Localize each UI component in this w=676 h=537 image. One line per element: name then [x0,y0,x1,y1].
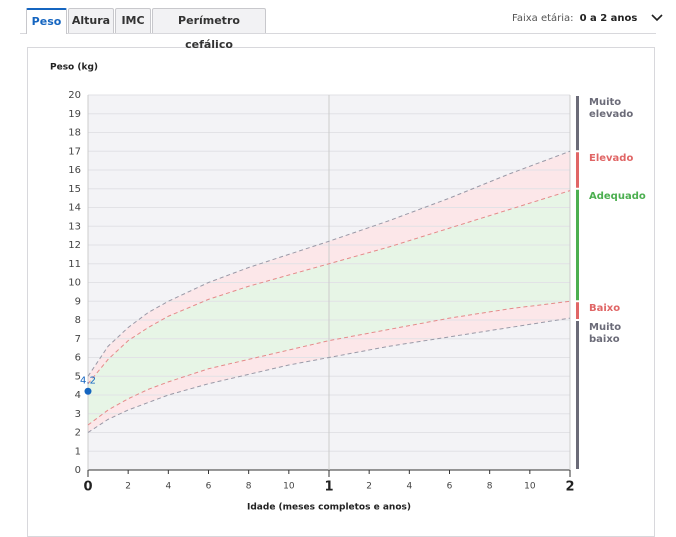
x-tick-label: 4 [406,482,412,492]
y-tick-label: 0 [75,465,81,476]
reference-curve [87,317,571,433]
y-tick-label: 4 [75,390,81,401]
y-tick-label: 17 [68,146,81,157]
y-tick-label: 7 [75,334,81,345]
reference-curve [87,150,571,377]
y-tick-label: 10 [68,278,81,289]
x-tick-label: 8 [246,482,252,492]
zone-bar [576,321,579,469]
x-tick-label: 4 [165,482,171,492]
zone-bar [576,96,579,151]
zone-bar [576,302,579,319]
reference-curve [87,300,571,426]
tab[interactable]: IMC [115,8,151,33]
tab[interactable]: Perímetro cefálico [152,8,266,51]
y-tick-label: 1 [75,446,81,457]
age-range-value: 0 a 2 anos [579,13,638,24]
x-tick-label: 10 [524,482,536,492]
band-fill [88,151,570,384]
y-tick-label: 9 [75,296,81,307]
zone-label: Baixo [589,303,621,315]
y-tick-label: 2 [75,428,81,439]
y-tick-label: 11 [68,259,81,270]
x-tick-label: 0 [83,480,92,495]
measurement-point [84,387,92,395]
zone-label: Adequado [589,190,646,202]
x-tick-label: 1 [324,480,333,495]
y-tick-label: 8 [75,315,81,326]
age-range-label: Faixa etária: [512,13,574,24]
y-tick-label: 20 [68,90,81,101]
age-range[interactable]: Faixa etária: 0 a 2 anos [512,13,663,24]
x-tick-label: 6 [206,482,212,492]
y-tick-label: 15 [68,184,81,195]
x-tick-label: 8 [487,482,493,492]
reference-curve [87,190,571,385]
tab[interactable]: Peso [26,8,67,34]
y-tick-label: 14 [68,203,81,214]
zone-label: Muito elevado [589,97,634,120]
zone-label: Elevado [589,153,634,165]
y-tick-label: 19 [68,109,81,120]
y-tick-label: 13 [68,221,81,232]
x-tick-label: 2 [565,480,574,495]
band-fill [88,301,570,433]
x-tick-label: 2 [125,482,131,492]
zone-bar [576,152,579,188]
y-tick-label: 6 [75,353,81,364]
x-tick-label: 10 [283,482,295,492]
y-tick-label: 3 [75,409,81,420]
tab[interactable]: Altura [68,8,114,33]
zone-bar [576,189,579,301]
zone-label: Muito baixo [589,322,622,345]
y-tick-label: 18 [68,128,81,139]
y-tick-label: 12 [68,240,81,251]
y-tick-label: 16 [68,165,81,176]
y-tick-label: 5 [75,371,81,382]
measurement-label: 4.2 [80,375,96,386]
x-axis-title: Idade (meses completos e anos) [247,503,411,513]
tab-divider [20,33,656,34]
y-axis-title: Peso (kg) [50,63,98,73]
x-tick-label: 6 [447,482,453,492]
chevron [650,14,663,22]
x-tick-label: 2 [366,482,372,492]
